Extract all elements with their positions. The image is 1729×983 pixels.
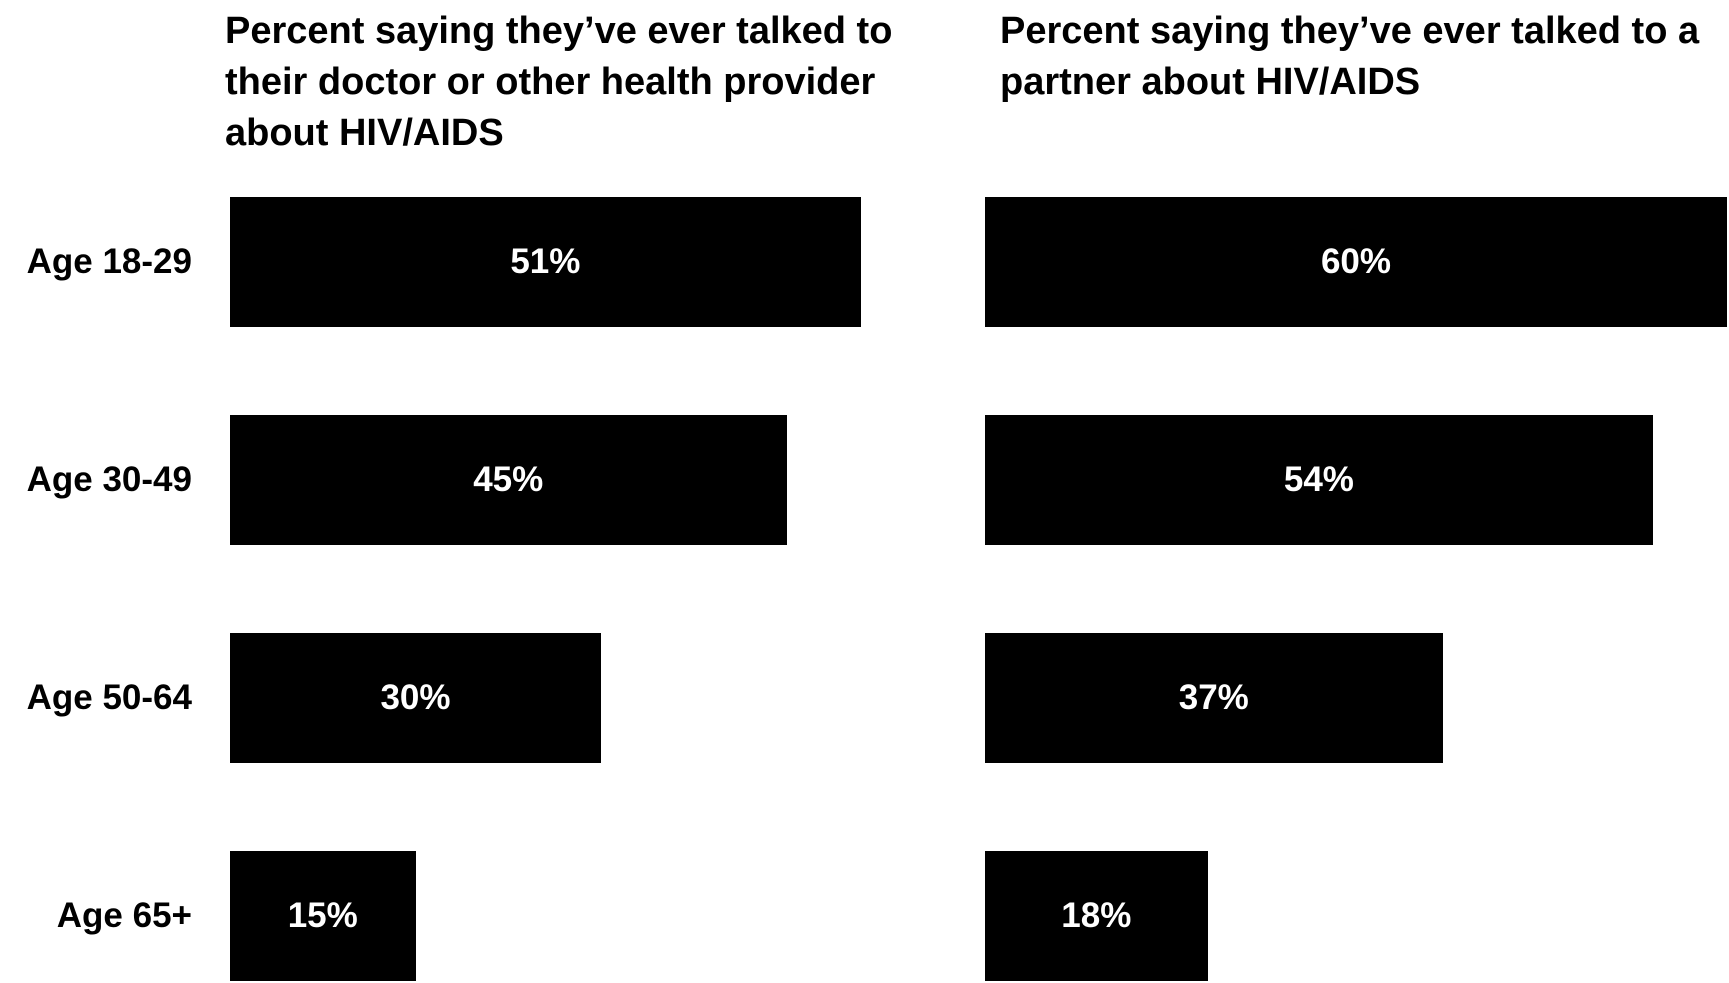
category-label-age-30-49: Age 30-49: [26, 460, 192, 499]
panel-title-doctor: Percent saying they’ve ever talked to th…: [225, 10, 893, 154]
data-label-partner-age-50-64: 37%: [1178, 678, 1249, 717]
data-label-doctor-age-18-29: 51%: [510, 242, 581, 281]
bar-partner-age-65: [985, 851, 1208, 981]
bar-partner-age-18-29: [985, 197, 1727, 327]
bar-partner-age-30-49: [985, 415, 1653, 545]
bar-partner-age-50-64: [985, 633, 1443, 763]
bar-doctor-age-50-64: [230, 633, 601, 763]
category-label-age-18-29: Age 18-29: [26, 242, 192, 281]
panel-title-partner: Percent saying they’ve ever talked to a …: [1000, 10, 1700, 103]
data-label-partner-age-65: 18%: [1061, 896, 1132, 935]
bar-doctor-age-65: [230, 851, 416, 981]
bar-doctor-age-18-29: [230, 197, 861, 327]
bar-doctor-age-30-49: [230, 415, 787, 545]
data-label-partner-age-18-29: 60%: [1320, 242, 1392, 281]
category-label-age-65: Age 65+: [56, 896, 192, 935]
data-label-doctor-age-50-64: 30%: [380, 678, 451, 717]
data-label-doctor-age-30-49: 45%: [473, 460, 544, 499]
category-label-age-50-64: Age 50-64: [26, 678, 192, 717]
data-label-partner-age-30-49: 54%: [1283, 460, 1354, 499]
data-label-doctor-age-65: 15%: [287, 896, 358, 935]
